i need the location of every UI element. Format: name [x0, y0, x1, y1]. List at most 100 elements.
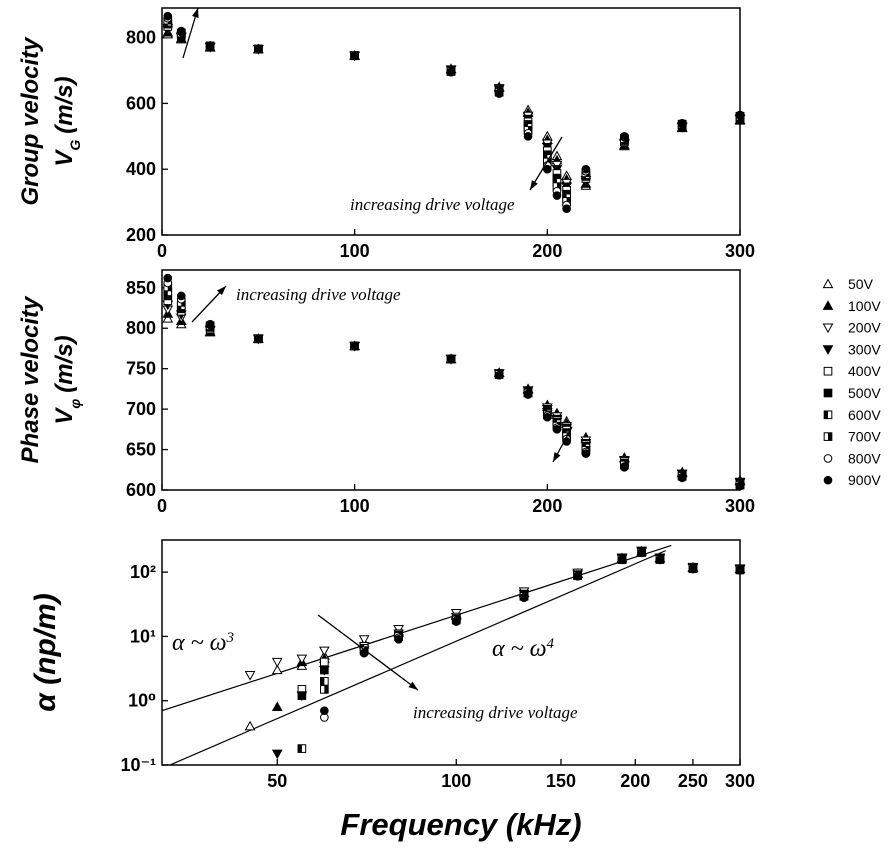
data-point: [688, 564, 698, 574]
data-point: [271, 657, 283, 668]
y-tick-label: 10⁰: [128, 691, 156, 711]
marker-shape: [822, 300, 834, 310]
marker-shape: [205, 41, 215, 50]
x-tick-label: 100: [441, 771, 471, 791]
data-point: [254, 334, 263, 344]
marker-shape: [823, 388, 833, 398]
annotation-text: increasing drive voltage: [350, 195, 515, 214]
plot-frame: [161, 539, 741, 766]
data-point: [677, 118, 687, 128]
marker-shape: [735, 110, 745, 120]
x-tick-label: 0: [157, 241, 167, 261]
y-tick-label: 10¹: [130, 626, 156, 646]
x-tick-label: 300: [725, 496, 755, 516]
y-axis-unit: (m/s): [51, 76, 78, 133]
legend-label: 600V: [848, 407, 881, 423]
arrow-shaft: [317, 614, 419, 691]
marker-shape: [494, 89, 504, 98]
marker-shape: [451, 617, 461, 626]
annotation: increasing drive voltage: [413, 703, 578, 722]
data-point: [271, 664, 283, 675]
legend-marker: [823, 410, 833, 420]
legend-marker: [822, 300, 834, 310]
data-point: [735, 565, 745, 575]
marker-shape: [350, 341, 359, 351]
data-point: [359, 648, 369, 658]
annotation: increasing drive voltage: [236, 285, 401, 304]
y-tick-label: 200: [126, 225, 156, 245]
marker-shape: [543, 412, 552, 422]
data-point: [617, 555, 627, 565]
marker-shape: [562, 204, 571, 214]
data-point: [620, 463, 629, 472]
marker-shape: [581, 164, 591, 174]
x-tick-label: 100: [340, 241, 370, 261]
marker-shape: [297, 691, 307, 700]
marker-shape: [205, 319, 215, 329]
marker-half: [556, 182, 561, 191]
data-point: [320, 677, 329, 686]
data-point: [350, 51, 359, 61]
marker-shape: [688, 564, 698, 574]
marker-shape: [735, 565, 745, 575]
arrow-head: [530, 180, 538, 190]
data-point: [552, 425, 562, 434]
marker-shape: [523, 390, 533, 399]
marker-half: [324, 685, 329, 694]
marker-shape: [581, 449, 591, 458]
marker-shape: [637, 548, 646, 558]
arrow-shaft: [529, 136, 563, 191]
marker-shape: [318, 646, 330, 657]
y-tick-label: 850: [126, 278, 156, 298]
y-axis-unit: (m/s): [51, 335, 78, 392]
marker-shape: [244, 720, 256, 731]
y-tick-label: 10⁻¹: [120, 755, 156, 775]
fit-line: [169, 550, 666, 765]
data-point: [519, 593, 529, 603]
x-tick-label: 300: [725, 241, 755, 261]
legend-marker: [823, 454, 833, 463]
data-point: [271, 701, 283, 712]
annotation-text: α ~ ω: [492, 636, 547, 662]
marker-shape: [244, 671, 256, 681]
marker-shape: [271, 657, 283, 668]
data-point: [162, 312, 174, 323]
marker-shape: [358, 635, 370, 645]
marker-half: [167, 283, 172, 291]
data-point: [297, 744, 307, 753]
legend-label: 400V: [848, 363, 881, 379]
marker-shape: [320, 665, 329, 675]
legend-marker: [822, 345, 834, 355]
x-tick-label: 0: [157, 496, 167, 516]
legend-marker: [823, 366, 833, 376]
arrow-head: [217, 286, 226, 296]
annotation-text: increasing drive voltage: [413, 703, 578, 722]
marker-shape: [446, 354, 456, 364]
legend-label: 300V: [848, 341, 881, 357]
marker-half: [298, 744, 302, 753]
legend-label: 100V: [848, 298, 881, 314]
data-point: [297, 691, 307, 700]
y-tick-label: 700: [126, 399, 156, 419]
annotation-text: α ~ ω: [172, 630, 227, 656]
marker-shape: [552, 425, 562, 434]
data-point: [655, 555, 665, 565]
annotation: increasing drive voltage: [350, 195, 515, 214]
y-axis-symbol: V: [51, 149, 78, 167]
y-tick-label: 10²: [130, 562, 156, 582]
marker-shape: [823, 475, 833, 485]
marker-shape: [822, 345, 834, 355]
marker-shape: [620, 131, 629, 141]
marker-shape: [163, 273, 173, 283]
marker-shape: [617, 555, 627, 565]
legend-marker: [822, 278, 834, 289]
marker-shape: [176, 26, 186, 36]
legend-marker: [823, 388, 833, 398]
data-point: [244, 720, 256, 731]
data-point: [320, 706, 329, 715]
data-point: [523, 131, 533, 141]
data-point: [581, 449, 591, 458]
x-tick-label: 50: [267, 771, 287, 791]
data-point: [451, 617, 461, 626]
marker-shape: [296, 654, 308, 665]
